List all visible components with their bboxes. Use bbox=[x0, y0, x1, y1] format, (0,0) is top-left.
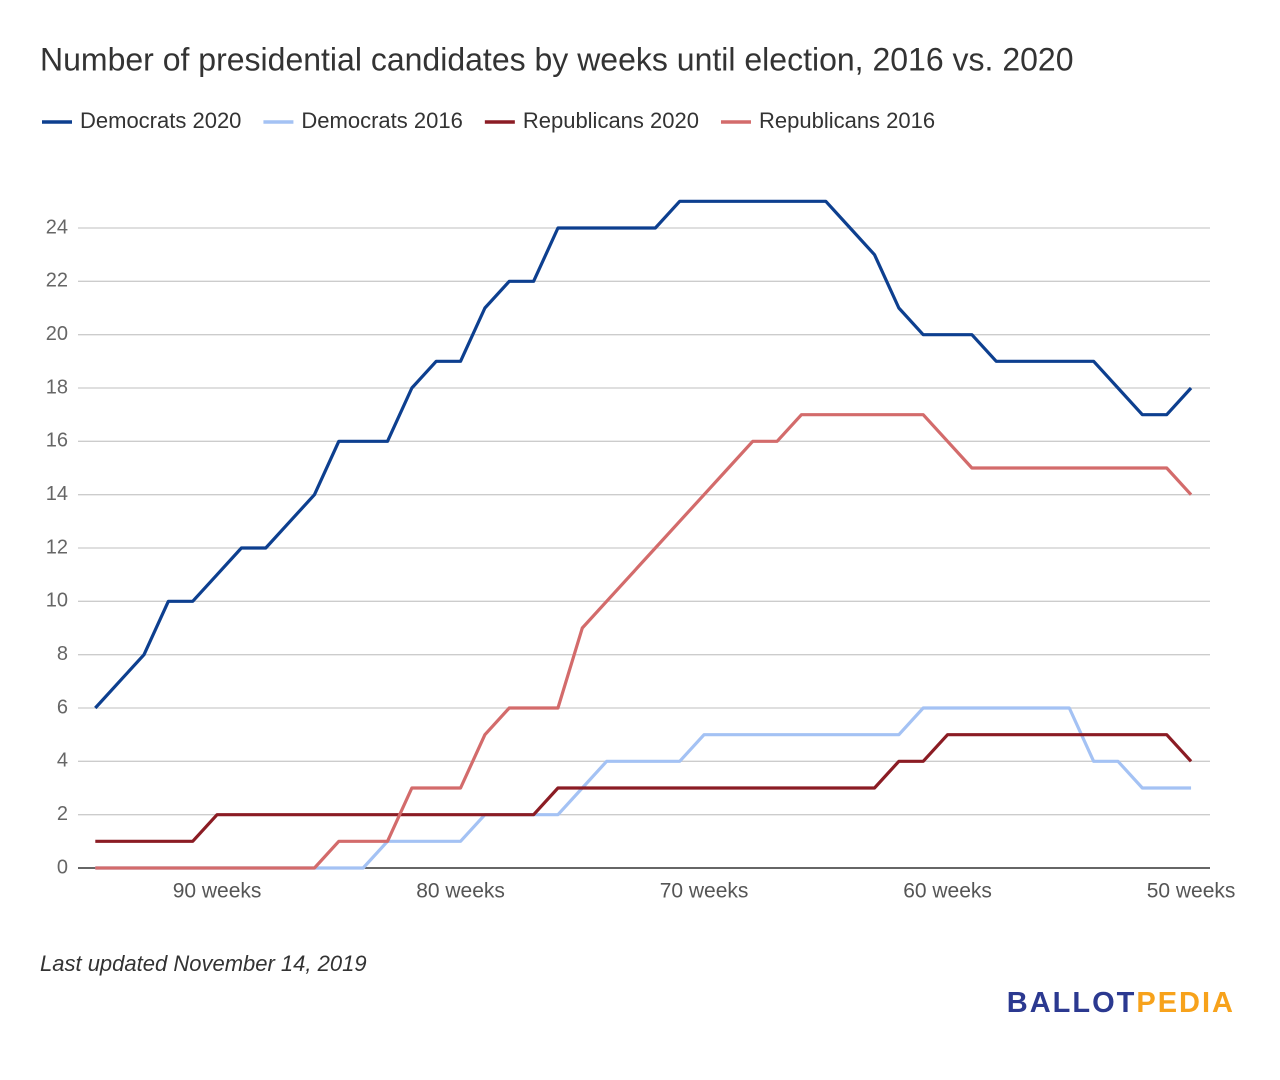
y-tick-label: 10 bbox=[46, 590, 68, 612]
footnote: Last updated November 14, 2019 bbox=[40, 951, 367, 976]
line bbox=[94, 199, 1193, 710]
y-tick-label: 12 bbox=[46, 536, 68, 558]
y-tick-label: 18 bbox=[46, 376, 68, 398]
y-tick-label: 2 bbox=[57, 803, 68, 825]
x-tick-label: 60 weeks bbox=[903, 880, 992, 903]
line bbox=[95, 413, 1193, 870]
y-tick-label: 24 bbox=[46, 216, 68, 238]
logo-part: PEDIA bbox=[1136, 987, 1235, 1019]
legend: Democrats 2020 Democrats 2016 Republicans … bbox=[42, 108, 935, 133]
x-tick-label: 80 weeks bbox=[416, 880, 505, 903]
y-tick-label: 22 bbox=[46, 270, 68, 292]
legend-label: Democrats 2016 bbox=[301, 108, 462, 133]
logo-part: BALLOT bbox=[1007, 987, 1137, 1019]
y-tick-label: 4 bbox=[57, 750, 68, 772]
y-tick-label: 6 bbox=[57, 696, 68, 718]
y-tick-label: 14 bbox=[46, 483, 68, 505]
x-tick-label: 90 weeks bbox=[173, 880, 262, 903]
x-tick-label: 70 weeks bbox=[660, 880, 749, 903]
line bbox=[95, 733, 1193, 843]
chart-title: Number of presidential candidates by wee… bbox=[40, 41, 1074, 77]
y-tick-label: 8 bbox=[57, 643, 68, 665]
legend-label: Republicans 2016 bbox=[759, 108, 935, 133]
y-tick-label: 20 bbox=[46, 323, 68, 345]
y-tick-label: 0 bbox=[57, 856, 68, 878]
y-tick-label: 16 bbox=[46, 430, 68, 452]
logo: BALLOTPEDIA bbox=[1007, 987, 1235, 1019]
legend-label: Democrats 2020 bbox=[80, 108, 241, 133]
x-tick-label: 50 weeks bbox=[1147, 880, 1236, 903]
legend-label: Republicans 2020 bbox=[523, 108, 699, 133]
